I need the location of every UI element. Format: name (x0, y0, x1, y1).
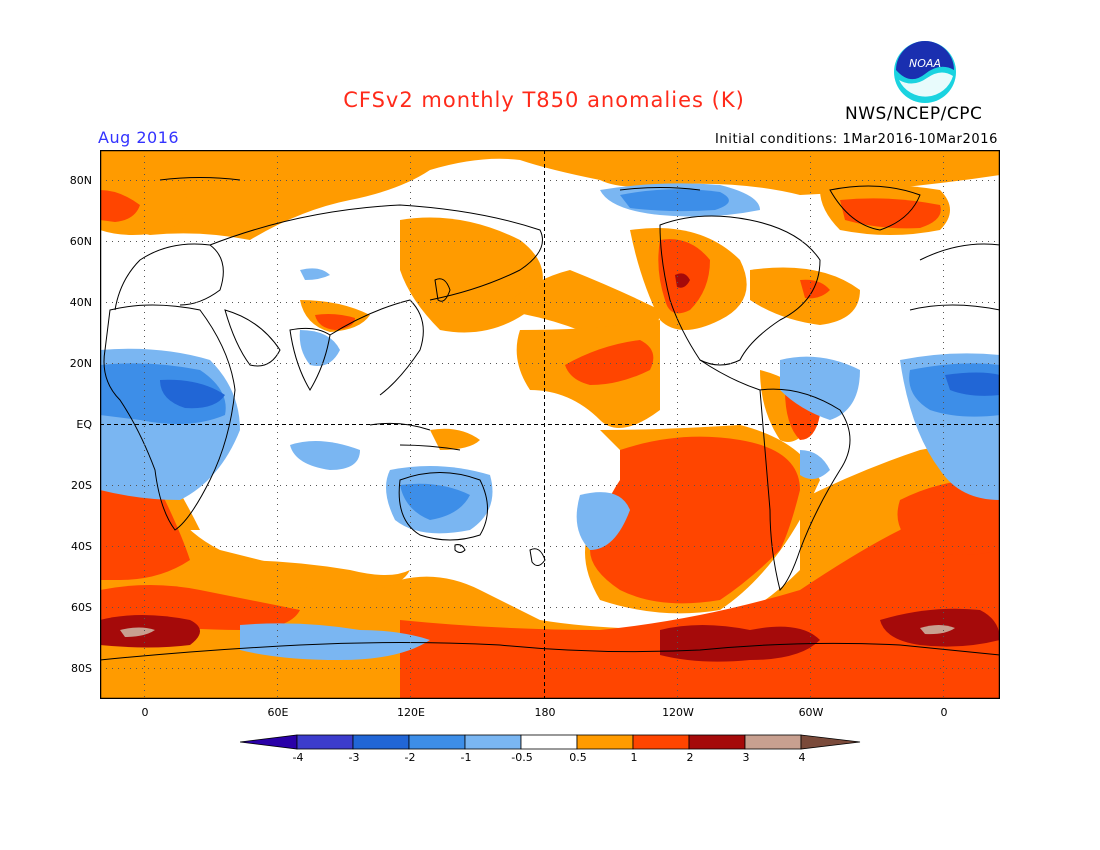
valid-month-label: Aug 2016 (98, 128, 180, 147)
colorbar-segments (296, 734, 802, 750)
cool-anomaly-strong-regions (160, 372, 1000, 409)
colorbar-high-end (800, 734, 861, 750)
lat-label: 60S (71, 601, 92, 614)
colorbar (240, 734, 861, 750)
colorbar-label: 2 (686, 751, 694, 764)
lon-label: 120W (662, 706, 694, 719)
lat-label: 20S (71, 479, 92, 492)
initial-conditions-label: Initial conditions: 1Mar2016-10Mar2016 (714, 132, 998, 147)
colorbar-label: 3 (742, 751, 750, 764)
lon-label: 180 (534, 706, 556, 719)
anomaly-map (100, 150, 1000, 699)
lon-label: 60W (798, 706, 824, 719)
lon-label: 0 (141, 706, 149, 719)
colorbar-low-end (240, 734, 298, 750)
lon-label: 120E (397, 706, 425, 719)
coastlines (100, 177, 1000, 661)
colorbar-label: 1 (630, 751, 638, 764)
lat-label: 80N (69, 174, 92, 187)
colorbar-label: -0.5 (511, 751, 533, 764)
lat-label: 40N (69, 296, 92, 309)
agency-label: NWS/NCEP/CPC (845, 104, 983, 124)
colorbar-segment (408, 734, 466, 750)
warm-anomaly-3-4-regions (120, 625, 955, 637)
colorbar-segment (744, 734, 802, 750)
logo-text: NOAA (909, 57, 941, 70)
lat-label: 80S (71, 662, 92, 675)
lat-label: EQ (76, 418, 92, 431)
colorbar-segment (576, 734, 634, 750)
lat-label: 60N (69, 235, 92, 248)
colorbar-segment (520, 734, 578, 750)
colorbar-segment (688, 734, 746, 750)
colorbar-label: -1 (460, 751, 472, 764)
lat-label: 20N (69, 357, 92, 370)
colorbar-label: 4 (798, 751, 806, 764)
colorbar-segment (464, 734, 522, 750)
map-title: CFSv2 monthly T850 anomalies (K) (343, 88, 745, 112)
gridlines (100, 150, 1000, 699)
colorbar-label: -3 (348, 751, 360, 764)
lon-label: 60E (267, 706, 289, 719)
noaa-logo-icon: NOAA (894, 41, 956, 103)
map-frame (100, 150, 1000, 699)
colorbar-segment (352, 734, 410, 750)
colorbar-segment (296, 734, 354, 750)
colorbar-label: 0.5 (569, 751, 587, 764)
colorbar-segment (632, 734, 690, 750)
lat-label: 40S (71, 540, 92, 553)
lon-label: 0 (940, 706, 948, 719)
colorbar-label: -2 (404, 751, 416, 764)
colorbar-label: -4 (292, 751, 304, 764)
